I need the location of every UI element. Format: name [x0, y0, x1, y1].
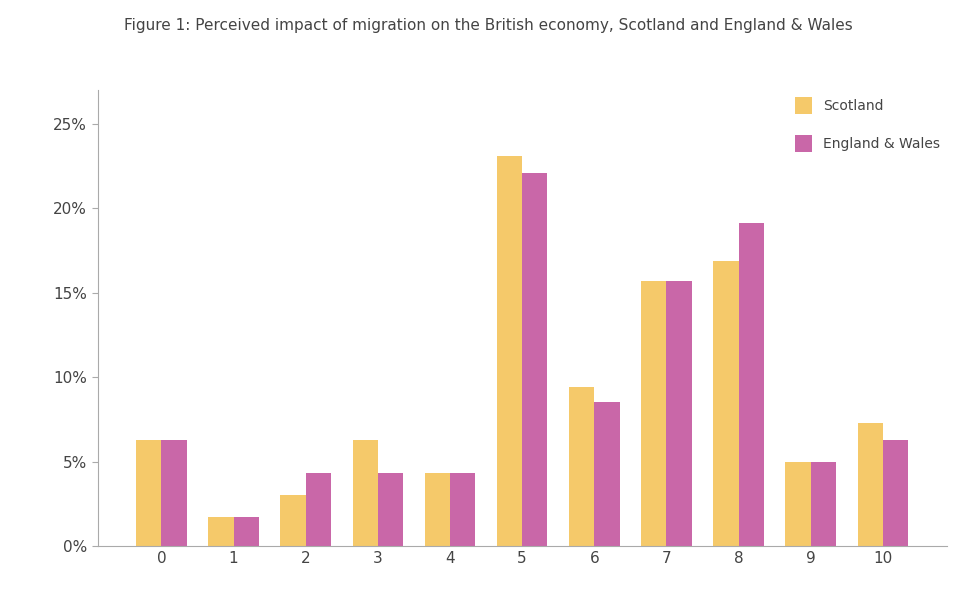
- Bar: [208, 517, 233, 546]
- Bar: [594, 403, 620, 546]
- Legend: Scotland, England & Wales: Scotland, England & Wales: [795, 97, 940, 152]
- Bar: [569, 387, 594, 546]
- Bar: [858, 423, 883, 546]
- Bar: [739, 223, 764, 546]
- Bar: [641, 281, 667, 546]
- Bar: [305, 473, 331, 546]
- Bar: [280, 496, 305, 546]
- Bar: [522, 173, 548, 546]
- Bar: [137, 440, 161, 546]
- Bar: [713, 260, 739, 546]
- Bar: [378, 473, 403, 546]
- Bar: [352, 440, 378, 546]
- Bar: [161, 440, 186, 546]
- Bar: [786, 461, 811, 546]
- Bar: [667, 281, 692, 546]
- Bar: [450, 473, 475, 546]
- Bar: [883, 440, 908, 546]
- Text: Figure 1: Perceived impact of migration on the British economy, Scotland and Eng: Figure 1: Perceived impact of migration …: [124, 18, 852, 33]
- Bar: [425, 473, 450, 546]
- Bar: [811, 461, 836, 546]
- Bar: [233, 517, 259, 546]
- Bar: [497, 156, 522, 546]
